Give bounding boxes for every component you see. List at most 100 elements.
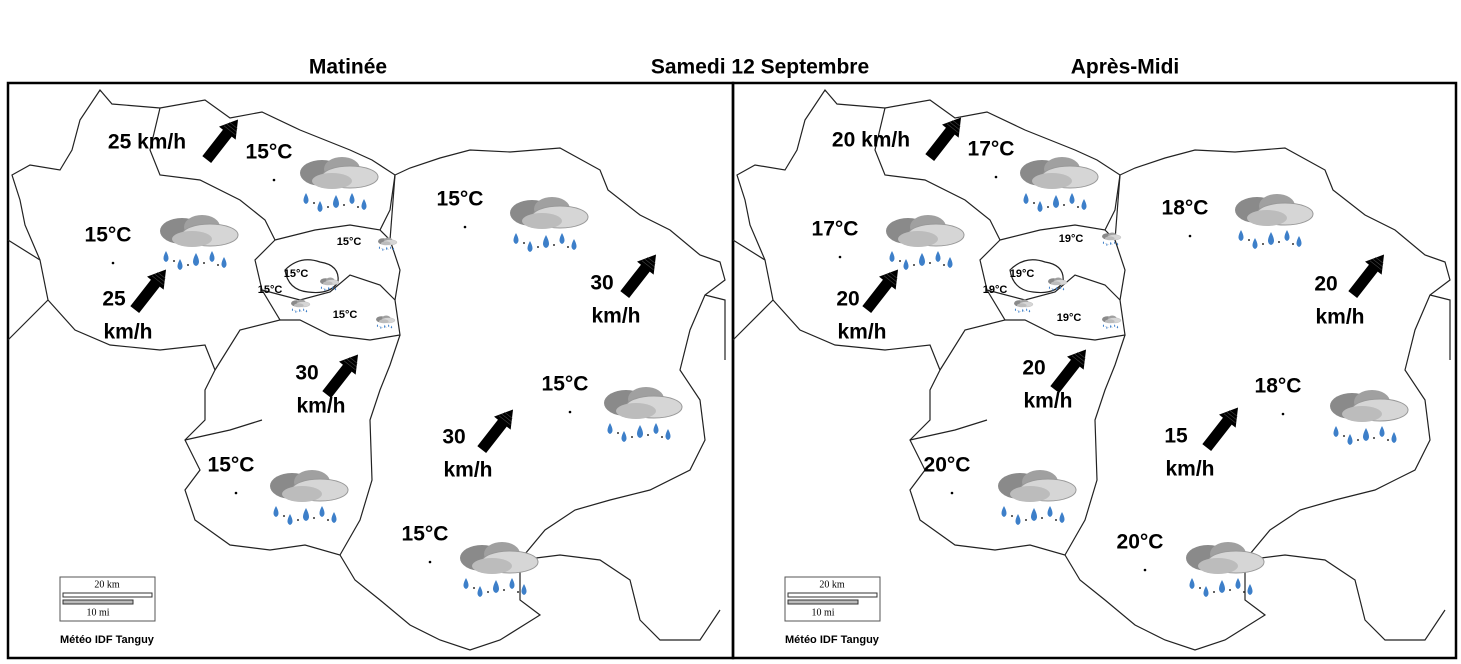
- scale-bar: [787, 599, 859, 605]
- scale-mi-label: 10 mi: [86, 607, 109, 618]
- wind-speed-label: 25 km/h: [108, 131, 186, 154]
- wind-speed-label: 20: [836, 288, 859, 311]
- wind-arrow-shape: [473, 402, 522, 457]
- scale-km-label: 20 km: [94, 579, 120, 590]
- rain-cloud-icon: [603, 386, 683, 443]
- rain-cloud-icon: [997, 469, 1077, 526]
- city-dot: [272, 178, 276, 182]
- scale-box: [784, 576, 881, 622]
- city-dot: [1188, 234, 1192, 238]
- temperature-label: 20°C: [1117, 531, 1164, 554]
- scale-km-label: 20 km: [819, 579, 845, 590]
- city-dot: [428, 560, 432, 564]
- city-dot: [1143, 568, 1147, 572]
- wind-speed-label: km/h: [591, 305, 640, 328]
- rain-cloud-icon: [290, 299, 311, 313]
- rain-cloud-icon: [319, 277, 340, 291]
- temperature-label: 15°C: [85, 224, 132, 247]
- city-dot: [111, 261, 115, 265]
- temperature-label: 20°C: [924, 454, 971, 477]
- wind-speed-label: km/h: [103, 321, 152, 344]
- city-dot: [568, 410, 572, 414]
- wind-arrow-shape: [318, 347, 367, 402]
- scale-bar: [62, 592, 153, 598]
- rain-cloud-icon: [1101, 315, 1122, 329]
- district-temperature: 15°C: [284, 268, 309, 280]
- panel-frame: [731, 81, 1458, 660]
- rain-cloud-icon: [375, 315, 396, 329]
- rain-cloud-icon: [1019, 156, 1099, 213]
- district-temperature: 15°C: [258, 284, 283, 296]
- city-dot: [463, 225, 467, 229]
- wind-speed-label: 20 km/h: [832, 129, 910, 152]
- wind-arrow: [1344, 247, 1393, 302]
- rain-cloud-icon: [1101, 232, 1122, 246]
- district-temperature: 19°C: [1059, 233, 1084, 245]
- rain-cloud-icon: [377, 237, 398, 251]
- city-dot: [234, 491, 238, 495]
- district-temperature: 19°C: [983, 284, 1008, 296]
- wind-arrow-shape: [616, 247, 665, 302]
- wind-speed-label: 15: [1164, 425, 1188, 448]
- rain-cloud-icon: [1013, 299, 1034, 313]
- wind-arrow: [616, 247, 665, 302]
- credit: Météo IDF Tanguy: [785, 634, 880, 646]
- wind-speed-label: km/h: [1165, 458, 1214, 481]
- wind-arrow-shape: [198, 112, 247, 167]
- rain-cloud-icon: [885, 214, 965, 271]
- temperature-label: 17°C: [968, 138, 1015, 161]
- wind-speed-label: km/h: [443, 459, 492, 482]
- scale-bar: [62, 599, 134, 605]
- rain-cloud-icon: [299, 156, 379, 213]
- temperature-label: 17°C: [812, 218, 859, 241]
- wind-speed-label: km/h: [1023, 390, 1072, 413]
- wind-arrow-shape: [1198, 400, 1247, 455]
- credit: Météo IDF Tanguy: [60, 634, 155, 646]
- wind-arrow: [1198, 400, 1247, 455]
- wind-arrow: [473, 402, 522, 457]
- scale-box: [59, 576, 156, 622]
- wind-arrow-shape: [126, 262, 175, 317]
- wind-speed-label: 30: [442, 426, 465, 449]
- temperature-label: 18°C: [1255, 375, 1302, 398]
- city-dot: [950, 491, 954, 495]
- city-dot: [994, 175, 998, 179]
- wind-speed-label: km/h: [1315, 306, 1364, 329]
- district-temperature: 19°C: [1057, 312, 1082, 324]
- wind-speed-label: 20: [1022, 357, 1045, 380]
- rain-cloud-icon: [159, 214, 239, 271]
- wind-speed-label: km/h: [296, 395, 345, 418]
- rain-cloud-icon: [1185, 541, 1265, 598]
- wind-speed-label: 20: [1314, 273, 1337, 296]
- district-temperature: 19°C: [1010, 268, 1035, 280]
- scale-mi-label: 10 mi: [811, 607, 834, 618]
- city-dot: [1281, 412, 1285, 416]
- temperature-label: 15°C: [437, 188, 484, 211]
- rain-cloud-icon: [269, 469, 349, 526]
- page-title: Samedi 12 Septembre: [651, 56, 869, 79]
- wind-speed-label: 25: [102, 288, 126, 311]
- temperature-label: 15°C: [402, 523, 449, 546]
- wind-arrow: [126, 262, 175, 317]
- rain-cloud-icon: [1047, 277, 1068, 291]
- panel-title: Matinée: [309, 56, 387, 79]
- wind-speed-label: 30: [590, 272, 613, 295]
- rain-cloud-icon: [1329, 389, 1409, 446]
- scale-bar: [787, 592, 878, 598]
- wind-arrow: [318, 347, 367, 402]
- wind-arrow-shape: [1344, 247, 1393, 302]
- panel-title: Après-Midi: [1071, 56, 1180, 79]
- temperature-label: 15°C: [542, 373, 589, 396]
- wind-speed-label: km/h: [837, 321, 886, 344]
- wind-arrow: [858, 262, 907, 317]
- wind-speed-label: 30: [295, 362, 318, 385]
- temperature-label: 15°C: [246, 141, 293, 164]
- rain-cloud-icon: [1234, 193, 1314, 250]
- wind-arrow: [198, 112, 247, 167]
- district-temperature: 15°C: [337, 236, 362, 248]
- wind-arrow-shape: [1046, 342, 1095, 397]
- city-dot: [838, 255, 842, 259]
- wind-arrow-shape: [921, 110, 970, 165]
